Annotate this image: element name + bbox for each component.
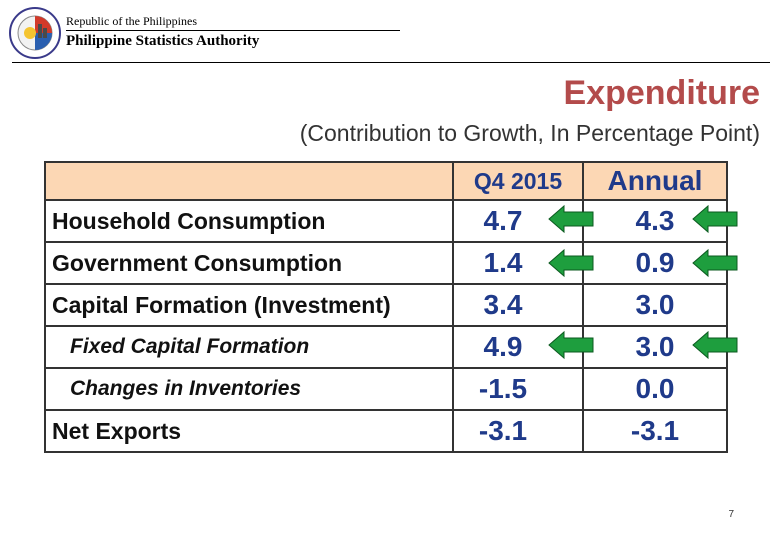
slide-subtitle: (Contribution to Growth, In Percentage P… (299, 120, 760, 146)
table-row: Fixed Capital Formation 4.9 3.0 (44, 325, 728, 369)
table-row: Capital Formation (Investment) 3.4 3.0 (44, 283, 728, 327)
left-arrow-icon (692, 248, 738, 278)
q4-value: -1.5 (452, 367, 584, 411)
row-label: Capital Formation (Investment) (44, 283, 454, 327)
left-arrow-icon (692, 330, 738, 360)
table-row: Government Consumption 1.4 0.9 (44, 241, 728, 285)
row-label: Net Exports (44, 409, 454, 453)
column-header-q4-2015: Q4 2015 (452, 161, 584, 201)
annual-value: 0.9 (582, 241, 728, 285)
table-row: Changes in Inventories -1.5 0.0 (44, 367, 728, 411)
table-row: Net Exports -3.1 -3.1 (44, 409, 728, 453)
header-blank-cell (44, 161, 454, 201)
psa-logo (9, 7, 61, 59)
q4-value: -3.1 (452, 409, 584, 453)
annual-value: 0.0 (582, 367, 728, 411)
annual-value: -3.1 (582, 409, 728, 453)
header-divider (12, 62, 770, 63)
header-republic: Republic of the Philippines (66, 14, 197, 28)
page-number: 7 (728, 509, 734, 520)
row-label: Fixed Capital Formation (44, 325, 454, 369)
header-divider-short (66, 30, 400, 31)
left-arrow-icon (692, 204, 738, 234)
table-row: Household Consumption 4.7 4.3 (44, 199, 728, 243)
row-label: Government Consumption (44, 241, 454, 285)
q4-value: 3.4 (452, 283, 584, 327)
header-agency: Philippine Statistics Authority (66, 33, 260, 49)
annual-value: 3.0 (582, 283, 728, 327)
slide-title: Expenditure (563, 74, 760, 112)
left-arrow-icon (548, 204, 594, 234)
row-label: Changes in Inventories (44, 367, 454, 411)
expenditure-table: Q4 2015 Annual Household Consumption 4.7… (44, 161, 728, 453)
row-label: Household Consumption (44, 199, 454, 243)
table-header-row: Q4 2015 Annual (44, 161, 728, 201)
left-arrow-icon (548, 330, 594, 360)
left-arrow-icon (548, 248, 594, 278)
column-header-annual: Annual (582, 161, 728, 201)
